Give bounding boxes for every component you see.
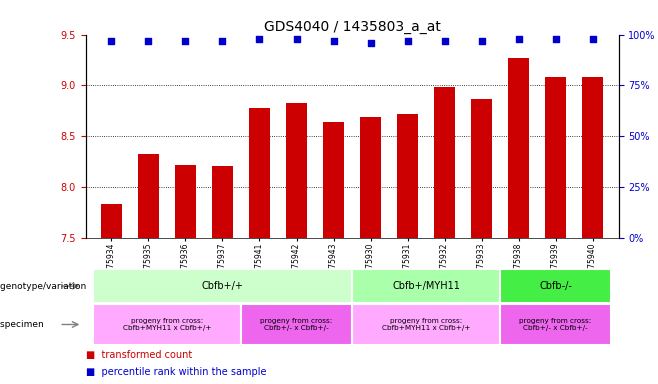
- Bar: [434, 88, 455, 238]
- Text: Cbfb+/+: Cbfb+/+: [201, 281, 243, 291]
- Point: [217, 38, 228, 44]
- Bar: [213, 166, 233, 238]
- Point: [365, 40, 376, 46]
- Bar: [500, 270, 611, 303]
- Bar: [93, 304, 241, 345]
- Bar: [471, 99, 492, 238]
- Bar: [286, 103, 307, 238]
- Bar: [545, 77, 566, 238]
- Bar: [138, 154, 159, 238]
- Bar: [241, 304, 352, 345]
- Text: Cbfb+/MYH11: Cbfb+/MYH11: [392, 281, 460, 291]
- Text: progeny from cross:
Cbfb+/- x Cbfb+/-: progeny from cross: Cbfb+/- x Cbfb+/-: [519, 318, 592, 331]
- Bar: [500, 304, 611, 345]
- Point: [476, 38, 487, 44]
- Bar: [361, 117, 381, 238]
- Text: ■  percentile rank within the sample: ■ percentile rank within the sample: [86, 367, 266, 377]
- Point: [402, 38, 413, 44]
- Point: [440, 38, 450, 44]
- Point: [106, 38, 116, 44]
- Bar: [175, 165, 195, 238]
- Text: specimen: specimen: [0, 320, 47, 329]
- Text: progeny from cross:
Cbfb+/- x Cbfb+/-: progeny from cross: Cbfb+/- x Cbfb+/-: [261, 318, 333, 331]
- Text: genotype/variation: genotype/variation: [0, 281, 89, 291]
- Bar: [352, 270, 500, 303]
- Bar: [101, 205, 122, 238]
- Text: progeny from cross:
Cbfb+MYH11 x Cbfb+/+: progeny from cross: Cbfb+MYH11 x Cbfb+/+: [123, 318, 211, 331]
- Text: Cbfb-/-: Cbfb-/-: [539, 281, 572, 291]
- Point: [143, 38, 154, 44]
- Bar: [352, 304, 500, 345]
- Bar: [509, 58, 529, 238]
- Bar: [323, 122, 343, 238]
- Bar: [93, 270, 352, 303]
- Title: GDS4040 / 1435803_a_at: GDS4040 / 1435803_a_at: [264, 20, 440, 33]
- Bar: [249, 108, 270, 238]
- Bar: [582, 77, 603, 238]
- Bar: [397, 114, 418, 238]
- Point: [328, 38, 339, 44]
- Text: progeny from cross:
Cbfb+MYH11 x Cbfb+/+: progeny from cross: Cbfb+MYH11 x Cbfb+/+: [382, 318, 470, 331]
- Point: [180, 38, 191, 44]
- Point: [550, 36, 561, 42]
- Point: [291, 36, 302, 42]
- Point: [254, 36, 265, 42]
- Text: ■  transformed count: ■ transformed count: [86, 350, 191, 360]
- Point: [513, 36, 524, 42]
- Point: [588, 36, 598, 42]
